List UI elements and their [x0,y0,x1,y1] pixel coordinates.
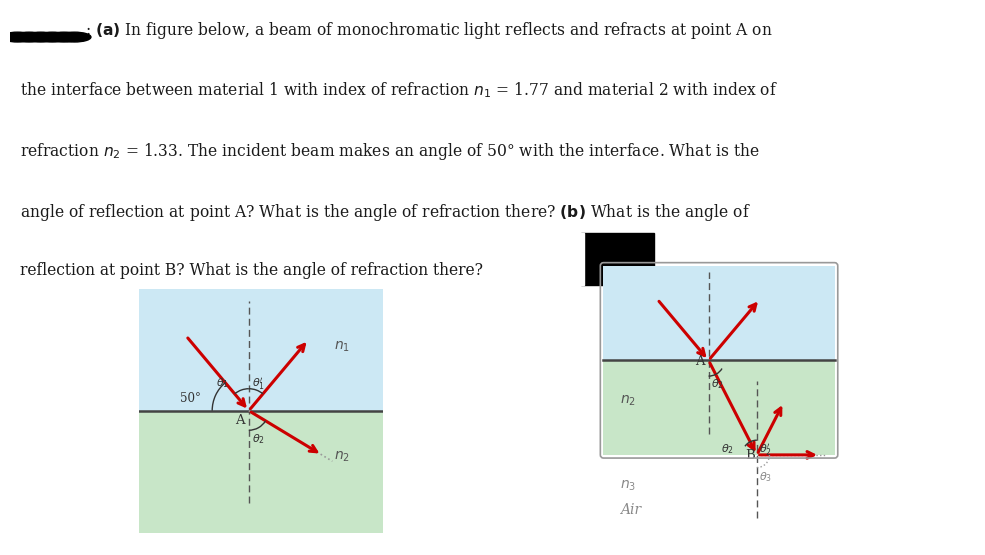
Text: $\theta_3$: $\theta_3$ [759,470,772,484]
Text: 50°: 50° [180,392,201,405]
Polygon shape [604,266,834,360]
Text: angle of reflection at point A? What is the angle of refraction there? $\mathbf{: angle of reflection at point A? What is … [20,201,751,223]
Polygon shape [139,411,383,533]
Circle shape [58,32,91,42]
Circle shape [25,32,57,42]
Text: $n_2$: $n_2$ [621,393,636,408]
Text: $n_1$: $n_1$ [334,340,351,354]
Circle shape [35,32,69,42]
Text: $\theta_2$: $\theta_2$ [721,442,734,456]
Text: A: A [235,414,245,427]
Text: $\theta_1'$: $\theta_1'$ [252,376,266,392]
Text: the interface between material 1 with index of refraction $n_1$ = 1.77 and mater: the interface between material 1 with in… [20,80,777,100]
Text: $\theta_2$: $\theta_2$ [252,432,265,446]
Text: $\theta_2$: $\theta_2$ [710,377,724,391]
Text: $\theta_2'$: $\theta_2'$ [759,442,772,458]
Text: refraction $n_2$ = 1.33. The incident beam makes an angle of 50° with the interf: refraction $n_2$ = 1.33. The incident be… [20,141,759,162]
Polygon shape [139,289,383,411]
Bar [581,233,654,285]
Text: $n_2$: $n_2$ [334,450,351,464]
Polygon shape [604,360,834,455]
Bar [579,233,584,285]
Text: $n_3$: $n_3$ [621,478,636,493]
Text: : $\mathbf{(a)}$ In figure below, a beam of monochromatic light reflects and ref: : $\mathbf{(a)}$ In figure below, a beam… [85,20,773,41]
Text: Air: Air [621,503,641,517]
Text: B: B [746,449,755,462]
Circle shape [13,32,45,42]
Text: $\theta_1$: $\theta_1$ [216,376,229,390]
Circle shape [47,32,81,42]
Circle shape [1,32,33,42]
Text: A: A [694,355,704,367]
Text: reflection at point B? What is the angle of refraction there?: reflection at point B? What is the angle… [20,262,483,279]
